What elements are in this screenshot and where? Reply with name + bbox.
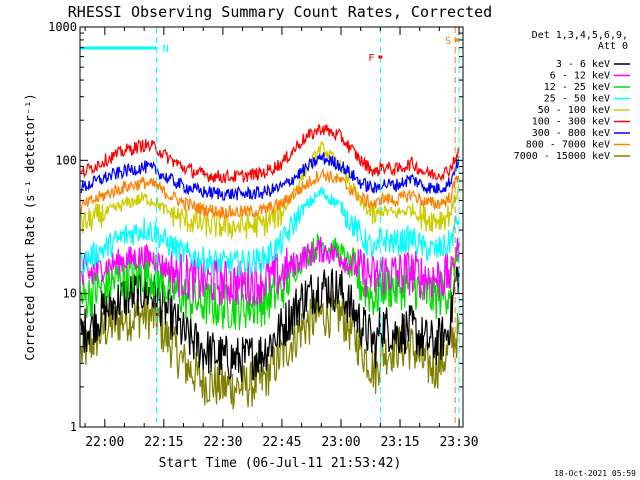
legend-header-line: Att 0 [598, 41, 628, 52]
legend-label-50-100-kev: 50 - 100 keV [538, 105, 610, 116]
vline-layer [156, 27, 460, 427]
series-50-100-kev [80, 141, 460, 240]
flag-layer: N F S [80, 36, 460, 64]
flag-label-f: F [368, 53, 374, 64]
plot-frame [79, 26, 464, 428]
series-100-300-kev [80, 124, 460, 184]
flag-label-s: S [445, 36, 451, 47]
x-tick-label: 22:30 [203, 435, 242, 450]
series-layer [80, 124, 460, 410]
series-3-6-kev [80, 266, 460, 383]
legend-label-6-12-kev: 6 - 12 keV [550, 71, 610, 82]
x-tick-label: 22:00 [85, 435, 124, 450]
x-tick-label: 23:00 [321, 435, 360, 450]
x-tick-label: 23:30 [439, 435, 478, 450]
legend-header-line: Det 1,3,4,5,6,9, [532, 30, 628, 41]
y-tick-label: 1 [70, 420, 77, 434]
legend-label-100-300-kev: 100 - 300 keV [532, 117, 610, 128]
x-axis-label: Start Time (06-Jul-11 21:53:42) [159, 456, 402, 471]
y-axis: 1 10 100 1000 [48, 20, 463, 434]
series-800-7000-kev [80, 168, 460, 220]
legend-label-3-6-kev: 3 - 6 keV [556, 59, 610, 70]
legend-label-7000-15000-kev: 7000 - 15000 keV [514, 151, 610, 162]
x-tick-label: 22:15 [144, 435, 183, 450]
y-tick-label: 1000 [48, 20, 77, 34]
legend-label-12-25-kev: 12 - 25 keV [544, 82, 610, 93]
x-tick-label: 22:45 [262, 435, 301, 450]
x-axis: 22:00 22:15 22:30 22:45 23:00 23:15 23:30 [84, 27, 479, 450]
footer-timestamp: 18-Oct-2021 05:59 [554, 469, 636, 478]
chart-title: RHESSI Observing Summary Count Rates, Co… [68, 3, 492, 21]
y-axis-label: Corrected Count Rate (s⁻¹ detector⁻¹) [23, 93, 37, 360]
legend-label-300-800-kev: 300 - 800 keV [532, 128, 610, 139]
series-6-12-kev [80, 236, 460, 306]
legend-label-25-50-kev: 25 - 50 keV [544, 94, 610, 105]
x-tick-label: 23:15 [380, 435, 419, 450]
flag-label-n: N [163, 44, 169, 55]
y-tick-label: 100 [55, 153, 77, 167]
series-25-50-kev [80, 186, 460, 279]
series-300-800-kev [80, 152, 460, 201]
y-tick-label: 10 [63, 287, 77, 301]
legend-label-800-7000-kev: 800 - 7000 keV [526, 140, 610, 151]
